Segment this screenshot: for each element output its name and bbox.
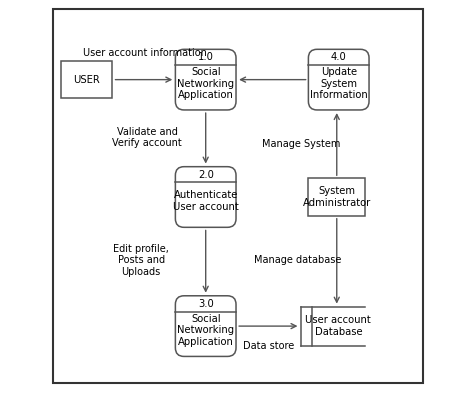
FancyBboxPatch shape [309,49,369,110]
Text: Social
Networking
Application: Social Networking Application [177,314,234,347]
Text: 1.0: 1.0 [198,52,214,62]
Text: USER: USER [73,74,100,85]
Text: Social
Networking
Application: Social Networking Application [177,67,234,100]
Text: Edit profile,
Posts and
Uploads: Edit profile, Posts and Uploads [113,244,169,277]
FancyBboxPatch shape [309,178,365,216]
Text: Authenticate
User account: Authenticate User account [173,190,238,212]
Text: 3.0: 3.0 [198,299,214,309]
Text: Update
System
Information: Update System Information [310,67,368,100]
FancyBboxPatch shape [175,296,236,357]
Text: 4.0: 4.0 [331,52,346,62]
Text: System
Administrator: System Administrator [302,186,371,208]
Text: Data store: Data store [243,340,294,351]
Text: 2.0: 2.0 [198,169,214,180]
Text: Manage System: Manage System [263,139,341,149]
FancyBboxPatch shape [175,49,236,110]
FancyBboxPatch shape [61,61,112,98]
Text: User account information: User account information [83,48,207,58]
Text: User account
Database: User account Database [305,315,371,337]
FancyBboxPatch shape [175,167,236,227]
Text: Validate and
Verify account: Validate and Verify account [112,127,182,148]
Text: Manage database: Manage database [254,255,341,266]
